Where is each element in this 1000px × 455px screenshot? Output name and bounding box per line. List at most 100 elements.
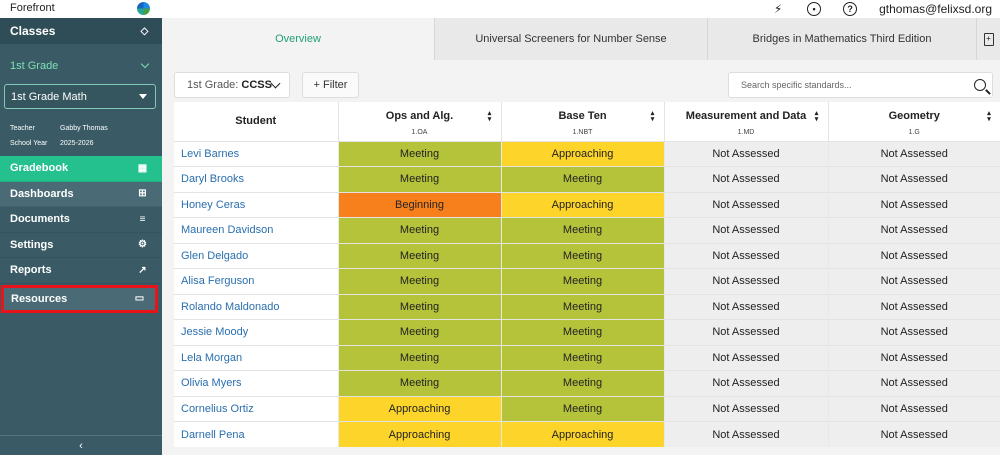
- help-icon[interactable]: ?: [843, 2, 858, 16]
- sidebar-item-label: Settings: [10, 238, 54, 251]
- student-name-link[interactable]: Glen Delgado: [174, 242, 338, 269]
- sidebar-item-dashboards[interactable]: Dashboards ⊞: [0, 181, 162, 207]
- proficiency-cell[interactable]: Beginning: [337, 191, 501, 218]
- proficiency-cell[interactable]: Meeting: [337, 268, 501, 294]
- proficiency-cell[interactable]: Not Assessed: [827, 370, 1000, 396]
- proficiency-cell[interactable]: Meeting: [337, 370, 501, 396]
- sort-icon[interactable]: ▴ ▾: [814, 110, 819, 123]
- student-name-link[interactable]: Daryl Brooks: [174, 166, 338, 192]
- proficiency-cell[interactable]: Not Assessed: [663, 319, 828, 345]
- proficiency-cell[interactable]: Meeting: [337, 293, 501, 320]
- proficiency-cell[interactable]: Not Assessed: [663, 395, 828, 422]
- tab-bridges-in-mathematics[interactable]: Bridges in Mathematics Third Edition: [707, 18, 976, 60]
- proficiency-cell[interactable]: Meeting: [337, 344, 501, 371]
- proficiency-cell[interactable]: Approaching: [500, 140, 664, 167]
- sort-icon[interactable]: ▴ ▾: [987, 110, 991, 123]
- filter-button[interactable]: + Filter: [302, 72, 359, 98]
- proficiency-cell[interactable]: Not Assessed: [827, 140, 1000, 167]
- standard-select[interactable]: 1st Grade: CCSS: [174, 72, 290, 98]
- proficiency-cell[interactable]: Not Assessed: [663, 421, 828, 447]
- proficiency-cell[interactable]: Not Assessed: [827, 421, 1000, 447]
- proficiency-cell[interactable]: Approaching: [500, 421, 664, 447]
- proficiency-cell[interactable]: Meeting: [500, 166, 664, 192]
- student-name-link[interactable]: Cornelius Ortiz: [174, 395, 338, 422]
- proficiency-cell[interactable]: Meeting: [337, 217, 501, 243]
- sidebar-item-resources[interactable]: Resources ▭: [1, 284, 158, 313]
- proficiency-cell[interactable]: Not Assessed: [827, 217, 1000, 243]
- student-name-link[interactable]: Honey Ceras: [174, 191, 338, 218]
- proficiency-cell[interactable]: Not Assessed: [663, 370, 828, 396]
- user-email[interactable]: gthomas@felixsd.org: [879, 2, 992, 16]
- proficiency-cell[interactable]: Not Assessed: [663, 166, 828, 192]
- student-name-link[interactable]: Jessie Moody: [174, 319, 338, 345]
- student-name-link[interactable]: Lela Morgan: [174, 344, 338, 371]
- column-header-base-ten[interactable]: Base Ten 1.NBT ▴ ▾: [500, 102, 664, 141]
- gradebook-table: Student Ops and Alg. 1.OA ▴ ▾ Base Ten 1.…: [174, 102, 1000, 447]
- proficiency-cell[interactable]: Not Assessed: [663, 191, 828, 218]
- proficiency-cell[interactable]: Meeting: [337, 166, 501, 192]
- proficiency-cell[interactable]: Not Assessed: [663, 344, 828, 371]
- proficiency-cell[interactable]: Approaching: [337, 421, 501, 447]
- classes-header[interactable]: Classes ◇: [0, 18, 162, 44]
- top-icons: ⚡︎ • ? gthomas@felixsd.org: [771, 0, 1000, 18]
- proficiency-cell[interactable]: Meeting: [500, 344, 664, 371]
- sort-icon[interactable]: ▴ ▾: [487, 110, 492, 123]
- caret-down-icon: [139, 94, 147, 99]
- sidebar-item-reports[interactable]: Reports ↗: [0, 258, 162, 284]
- proficiency-cell[interactable]: Meeting: [500, 242, 664, 269]
- proficiency-cell[interactable]: Not Assessed: [663, 268, 828, 294]
- proficiency-cell[interactable]: Not Assessed: [827, 293, 1000, 320]
- palette-icon[interactable]: •: [807, 2, 822, 16]
- proficiency-cell[interactable]: Meeting: [500, 268, 664, 294]
- class-select[interactable]: 1st Grade Math: [4, 84, 156, 109]
- sidebar-item-gradebook[interactable]: Gradebook ▦: [0, 156, 162, 182]
- sidebar-item-documents[interactable]: Documents ≡: [0, 207, 162, 233]
- proficiency-cell[interactable]: Meeting: [337, 242, 501, 269]
- student-name-link[interactable]: Alisa Ferguson: [174, 268, 338, 294]
- sidebar-item-settings[interactable]: Settings ⚙︎: [0, 233, 162, 258]
- student-name-link[interactable]: Maureen Davidson: [174, 217, 338, 243]
- proficiency-cell[interactable]: Meeting: [500, 293, 664, 320]
- search-icon[interactable]: [974, 79, 986, 91]
- proficiency-cell[interactable]: Approaching: [337, 395, 501, 422]
- student-name-link[interactable]: Rolando Maldonado: [174, 293, 338, 320]
- proficiency-cell[interactable]: Not Assessed: [663, 293, 828, 320]
- proficiency-cell[interactable]: Not Assessed: [827, 344, 1000, 371]
- sort-icon[interactable]: ▴ ▾: [650, 110, 655, 123]
- student-column-header[interactable]: Student: [174, 102, 338, 141]
- student-name-link[interactable]: Darnell Pena: [174, 421, 338, 447]
- column-header-measurement-data[interactable]: Measurement and Data 1.MD ▴ ▾: [663, 102, 828, 141]
- proficiency-cell[interactable]: Meeting: [337, 319, 501, 345]
- collapse-sidebar-button[interactable]: ‹: [0, 435, 162, 455]
- proficiency-cell[interactable]: Not Assessed: [827, 166, 1000, 192]
- proficiency-cell[interactable]: Not Assessed: [827, 268, 1000, 294]
- standard-select-label: 1st Grade: CCSS: [187, 79, 272, 91]
- proficiency-cell[interactable]: Not Assessed: [827, 242, 1000, 269]
- export-button[interactable]: +: [976, 18, 1000, 60]
- proficiency-cell[interactable]: Meeting: [337, 140, 501, 167]
- column-code: 1.MD: [737, 129, 755, 136]
- proficiency-cell[interactable]: Not Assessed: [827, 395, 1000, 422]
- proficiency-cell[interactable]: Meeting: [500, 319, 664, 345]
- proficiency-cell[interactable]: Not Assessed: [663, 140, 828, 167]
- lightning-icon[interactable]: ⚡︎: [773, 2, 783, 16]
- search-input[interactable]: [741, 80, 941, 90]
- standard-value: CCSS: [241, 79, 272, 91]
- proficiency-cell[interactable]: Meeting: [500, 370, 664, 396]
- proficiency-cell[interactable]: Approaching: [500, 191, 664, 218]
- proficiency-cell[interactable]: Not Assessed: [663, 242, 828, 269]
- proficiency-cell[interactable]: Not Assessed: [827, 191, 1000, 218]
- proficiency-cell[interactable]: Meeting: [500, 395, 664, 422]
- student-name-link[interactable]: Levi Barnes: [174, 140, 338, 167]
- proficiency-cell[interactable]: Not Assessed: [663, 217, 828, 243]
- grade-dropdown[interactable]: 1st Grade: [0, 48, 162, 84]
- tab-overview[interactable]: Overview: [162, 18, 434, 60]
- column-header-geometry[interactable]: Geometry 1.G ▴ ▾: [827, 102, 1000, 141]
- proficiency-cell[interactable]: Not Assessed: [827, 319, 1000, 345]
- student-name-link[interactable]: Olivia Myers: [174, 370, 338, 396]
- proficiency-cell[interactable]: Meeting: [500, 217, 664, 243]
- column-header-ops-alg[interactable]: Ops and Alg. 1.OA ▴ ▾: [337, 102, 501, 141]
- brand-logo-icon: [137, 2, 150, 15]
- tab-universal-screeners[interactable]: Universal Screeners for Number Sense: [434, 18, 707, 60]
- grade-label: 1st Grade: [10, 60, 59, 72]
